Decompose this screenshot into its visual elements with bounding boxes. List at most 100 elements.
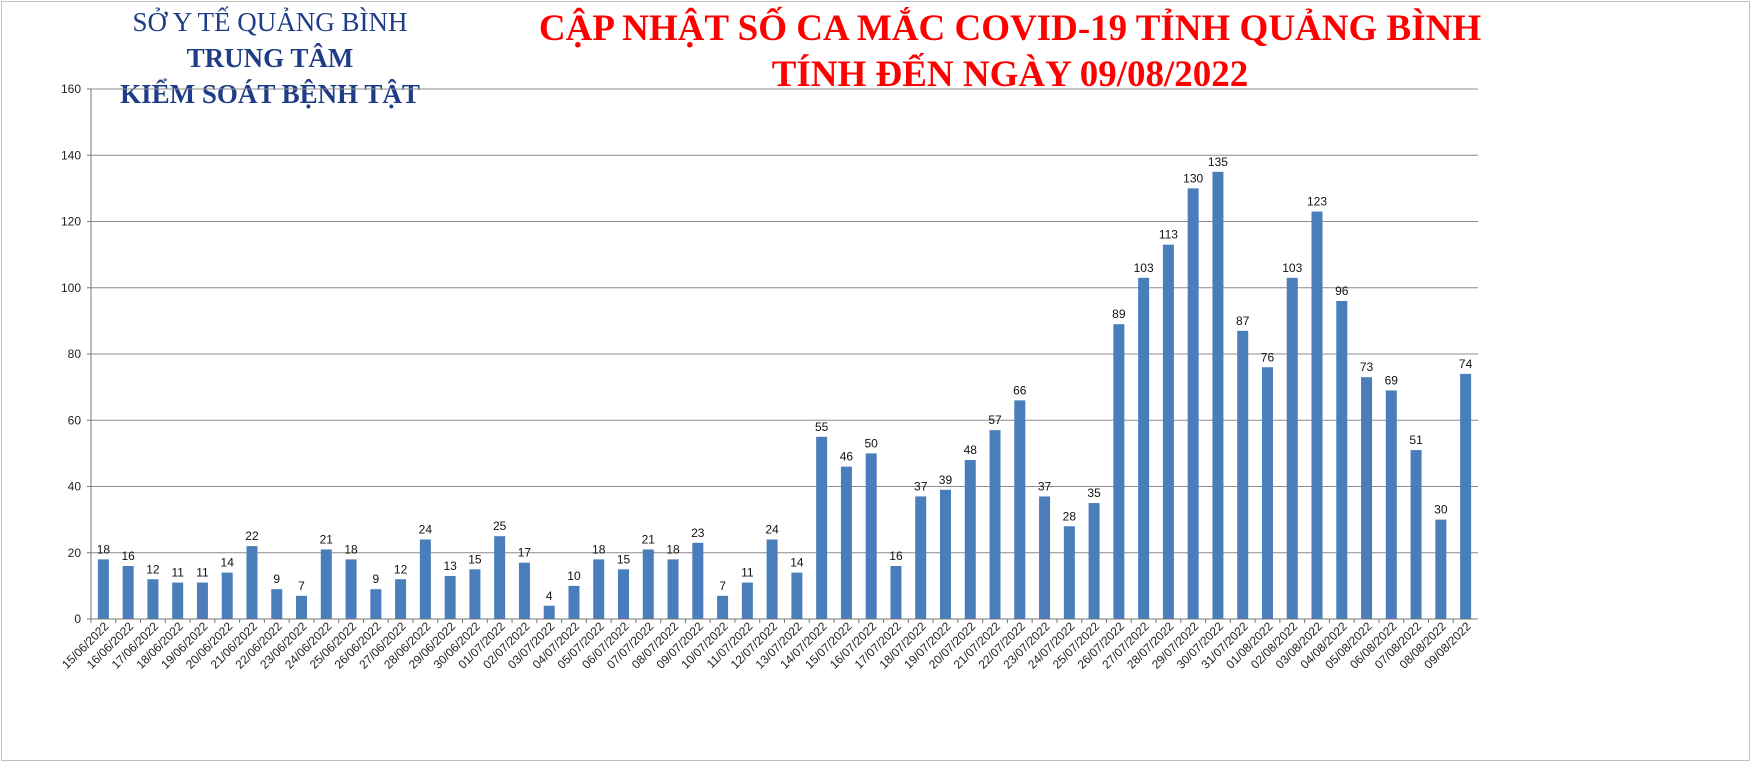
y-tick-label: 120	[61, 215, 81, 229]
data-label: 18	[344, 542, 358, 556]
bar	[618, 569, 630, 619]
bar	[1385, 390, 1397, 619]
bar	[1311, 211, 1323, 619]
data-label: 9	[273, 572, 280, 586]
data-label: 74	[1459, 357, 1473, 371]
bars	[97, 171, 1472, 619]
bar	[221, 572, 233, 619]
data-label: 11	[196, 566, 209, 580]
data-label: 4	[546, 589, 553, 603]
y-tick-label: 140	[61, 148, 81, 162]
y-tick-label: 160	[61, 82, 81, 96]
organization-header: SỞ Y TẾ QUẢNG BÌNH TRUNG TÂM KIỂM SOÁT B…	[100, 4, 440, 112]
data-label: 37	[1038, 479, 1052, 493]
bar	[172, 582, 184, 619]
bar	[1361, 377, 1373, 619]
bar	[1138, 277, 1150, 619]
data-label: 12	[146, 562, 160, 576]
bar	[147, 579, 159, 619]
data-label: 30	[1434, 503, 1448, 517]
bar	[692, 542, 704, 619]
bar	[840, 466, 852, 619]
data-label: 11	[741, 566, 754, 580]
chart-title-line2: TÍNH ĐẾN NGÀY 09/08/2022	[771, 54, 1249, 95]
data-label: 22	[245, 529, 259, 543]
data-label: 11	[171, 566, 184, 580]
bar	[791, 572, 803, 619]
bar	[395, 579, 407, 619]
y-tick-label: 0	[74, 612, 81, 626]
x-axis-labels: 15/06/202216/06/202217/06/202218/06/2022…	[59, 619, 1474, 672]
data-label: 18	[666, 542, 680, 556]
bar	[816, 436, 828, 619]
bar	[1237, 330, 1249, 619]
y-tick-label: 100	[61, 281, 81, 295]
bar	[939, 489, 951, 619]
data-label: 73	[1360, 360, 1374, 374]
data-label: 50	[865, 436, 879, 450]
y-axis-ticks: 0 20 40 60 80 100 120 140 160	[61, 82, 91, 626]
bar	[667, 559, 679, 619]
data-label: 103	[1134, 261, 1154, 275]
data-label: 21	[642, 532, 656, 546]
y-tick-label: 80	[68, 347, 82, 361]
bar	[518, 562, 530, 619]
bar	[494, 536, 506, 619]
data-label: 14	[221, 556, 235, 570]
data-label: 39	[939, 473, 953, 487]
data-label: 16	[889, 549, 903, 563]
bar	[568, 585, 580, 619]
bar	[1113, 324, 1125, 619]
data-label: 69	[1385, 373, 1399, 387]
bar	[469, 569, 481, 619]
chart-title-line1: CẬP NHẬT SỐ CA MẮC COVID-19 TỈNH QUẢNG B…	[538, 8, 1482, 49]
bar	[890, 566, 902, 619]
bar	[419, 539, 431, 619]
data-label: 13	[443, 559, 457, 573]
bar	[1336, 301, 1348, 619]
bar	[717, 595, 729, 619]
data-label: 76	[1261, 350, 1275, 364]
data-label: 25	[493, 519, 507, 533]
data-label: 12	[394, 562, 408, 576]
data-label: 9	[372, 572, 379, 586]
data-label: 7	[298, 579, 305, 593]
data-label: 55	[815, 420, 829, 434]
data-label: 24	[419, 523, 433, 537]
data-label: 18	[592, 542, 606, 556]
bar	[320, 549, 332, 619]
data-label: 15	[468, 552, 482, 566]
data-label: 16	[121, 549, 135, 563]
bar	[593, 559, 605, 619]
data-label: 66	[1013, 383, 1027, 397]
data-labels: 18 16 12 11 11 14 22 9 7 21 18 9 12 24 13 15 25 17 4 10 18 15…	[97, 155, 1473, 603]
data-label: 123	[1307, 195, 1327, 209]
data-label: 35	[1087, 486, 1101, 500]
bar	[1261, 367, 1273, 619]
data-label: 130	[1183, 171, 1203, 185]
bar	[766, 539, 778, 619]
bar	[1435, 519, 1447, 619]
org-name: SỞ Y TẾ QUẢNG BÌNH	[132, 7, 408, 37]
bar	[543, 605, 555, 619]
bar	[271, 589, 283, 619]
bar	[345, 559, 357, 619]
bar	[1212, 171, 1224, 619]
y-tick-label: 20	[68, 546, 82, 560]
data-label: 17	[518, 546, 532, 560]
bar	[196, 582, 208, 619]
data-label: 87	[1236, 314, 1250, 328]
bar	[1039, 496, 1051, 619]
bar	[1460, 373, 1472, 619]
data-label: 96	[1335, 284, 1349, 298]
bar	[444, 575, 456, 619]
bar	[370, 589, 382, 619]
org-center: TRUNG TÂM	[186, 43, 354, 73]
org-department: KIỂM SOÁT BỆNH TẬT	[120, 79, 420, 109]
data-label: 51	[1409, 433, 1423, 447]
bar	[1014, 400, 1026, 619]
data-label: 23	[691, 526, 705, 540]
y-tick-label: 40	[68, 480, 82, 494]
